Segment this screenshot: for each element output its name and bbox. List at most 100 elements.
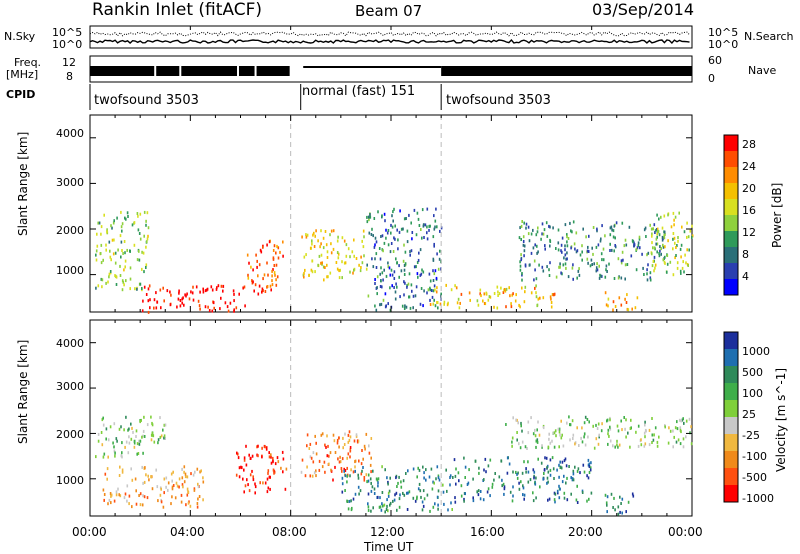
velocity-cell	[176, 484, 179, 488]
velocity-cell	[610, 492, 613, 496]
velocity-cell	[348, 499, 351, 503]
power-cell	[682, 260, 684, 264]
power-cb-tick-8: 8	[742, 248, 749, 261]
power-cell	[375, 240, 378, 244]
velocity-cell	[321, 465, 324, 469]
power-cell	[432, 279, 435, 282]
power-cell	[114, 261, 117, 265]
power-cell	[303, 275, 305, 279]
power-cell	[614, 244, 616, 247]
power-cell	[169, 290, 171, 294]
power-cell	[353, 254, 355, 258]
velocity-cell	[277, 460, 280, 464]
power-cell	[233, 308, 235, 312]
power-cell	[480, 294, 482, 298]
power-cell	[609, 249, 611, 252]
velocity-cell	[142, 451, 144, 455]
power-cell	[599, 273, 601, 277]
power-cell	[624, 263, 627, 267]
velocity-cell	[524, 445, 527, 449]
power-cell	[483, 292, 486, 296]
power-cell	[375, 308, 378, 312]
power-cell	[147, 226, 150, 230]
xtick-1: 04:00	[170, 525, 205, 539]
velocity-cell	[549, 441, 552, 445]
power-cell	[592, 226, 595, 229]
velocity-cell	[643, 444, 646, 448]
power-cell	[634, 306, 637, 310]
power-cell	[95, 253, 97, 257]
cpid-segment-3: twofsound 3503	[446, 93, 551, 108]
velocity-cell	[357, 485, 360, 489]
velocity-cell	[183, 480, 186, 484]
velocity-cell	[617, 505, 620, 509]
power-cell	[106, 230, 108, 234]
power-cell	[658, 217, 660, 221]
velocity-cell	[381, 502, 383, 506]
power-cell	[555, 247, 557, 250]
power-cell	[384, 292, 387, 296]
power-cell	[509, 294, 511, 298]
velocity-plot-frame	[89, 319, 693, 517]
velocity-cell	[637, 444, 640, 448]
power-cell	[145, 293, 148, 296]
power-cell	[261, 287, 264, 291]
power-cell	[434, 225, 436, 229]
velocity-cell	[417, 487, 420, 491]
power-cell	[545, 221, 548, 225]
power-cell	[581, 244, 583, 248]
power-cell	[322, 236, 325, 240]
velocity-cell	[350, 468, 352, 472]
power-cell	[570, 229, 572, 233]
power-cell	[100, 261, 103, 265]
power-cell	[119, 274, 122, 277]
power-cell	[101, 278, 104, 282]
power-cell	[605, 303, 608, 307]
velocity-cell	[379, 496, 381, 500]
velocity-cell	[644, 442, 647, 446]
velocity-cell	[619, 495, 621, 499]
power-cell	[381, 214, 383, 218]
velocity-cell	[184, 475, 187, 479]
velocity-cell	[336, 438, 339, 442]
velocity-cell	[300, 470, 303, 474]
velocity-cell	[334, 465, 336, 469]
velocity-cell	[367, 479, 370, 483]
velocity-cell	[558, 463, 560, 467]
power-cell	[677, 236, 679, 239]
power-cell	[369, 215, 372, 219]
velocity-cell	[157, 499, 159, 503]
power-cell	[524, 263, 527, 267]
velocity-cell	[419, 489, 422, 493]
power-cell	[320, 261, 322, 265]
velocity-cell	[559, 460, 561, 464]
velocity-region-7	[604, 492, 635, 516]
power-cell	[508, 286, 510, 290]
velocity-cell	[474, 459, 477, 463]
power-cell	[335, 261, 338, 264]
power-cell	[511, 293, 513, 297]
velocity-cell	[342, 446, 344, 450]
power-cell	[137, 228, 140, 232]
velocity-cell	[358, 459, 360, 463]
power-cell	[262, 289, 264, 293]
velocity-cell	[558, 484, 560, 488]
power-cell	[426, 207, 429, 211]
velocity-cell	[563, 459, 566, 463]
power-colorbar-segment	[724, 263, 738, 280]
velocity-cell	[658, 435, 660, 439]
power-cell	[215, 287, 218, 291]
velocity-cell	[325, 445, 327, 449]
power-cell	[303, 271, 305, 275]
power-cell	[519, 264, 522, 268]
power-cell	[457, 297, 460, 301]
power-cell	[254, 283, 257, 287]
velocity-cell	[438, 478, 441, 482]
power-cell	[160, 306, 162, 310]
power-cell	[549, 244, 551, 248]
velocity-cell	[381, 465, 383, 469]
velocity-cell	[644, 435, 646, 439]
velocity-cell	[163, 436, 165, 440]
velocity-cell	[113, 422, 116, 426]
velocity-cell	[344, 489, 346, 492]
